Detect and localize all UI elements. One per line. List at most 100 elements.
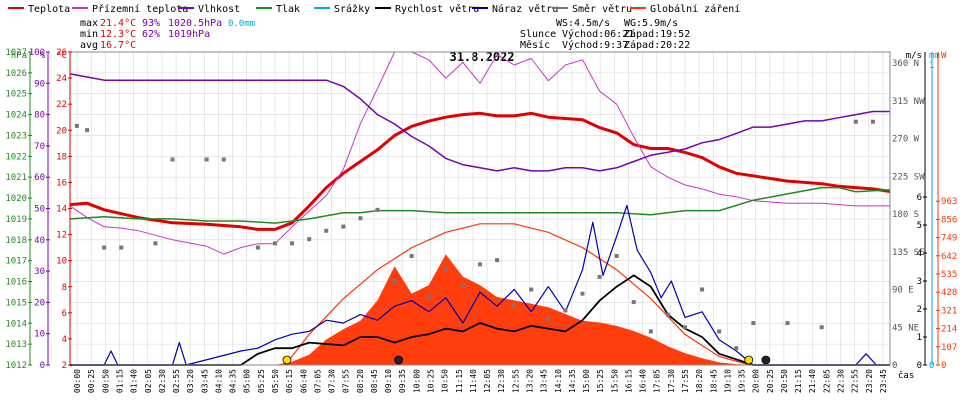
humidity-axis-tick-label: 0 bbox=[40, 361, 45, 371]
info-sunrise: Východ:06:21 bbox=[562, 28, 634, 40]
radiation-axis-tick-label: 214 bbox=[941, 325, 957, 335]
pressure-axis-tick-label: 1016 bbox=[5, 278, 27, 288]
stat-min-hum: 62% bbox=[142, 29, 160, 40]
x-tick-label: 10:00 bbox=[412, 369, 421, 393]
wind-direction-point bbox=[170, 157, 175, 162]
x-tick-label: 14:35 bbox=[568, 369, 577, 393]
stat-min-pres: 1019hPa bbox=[168, 29, 210, 40]
pressure-axis-tick-label: 1015 bbox=[5, 298, 27, 308]
x-tick-label: 04:35 bbox=[229, 369, 238, 393]
direction-axis-tick-label: 225 SW bbox=[892, 172, 925, 182]
wind-axis-unit: m/s bbox=[906, 51, 922, 61]
x-tick-label: 14:10 bbox=[554, 369, 563, 393]
pressure-axis-tick-label: 1027 bbox=[5, 48, 27, 58]
series-rychlost-v-tru bbox=[70, 274, 890, 366]
wind-direction-point bbox=[648, 329, 653, 334]
wind-direction-point bbox=[273, 241, 277, 246]
wind-direction-point bbox=[512, 304, 517, 309]
temperature-axis-tick-label: 2 bbox=[62, 361, 67, 371]
sun-moon-info: WS:4.5m/s WG:5.9m/s Slunce Východ:06:21 … bbox=[520, 18, 690, 51]
x-tick-label: 21:15 bbox=[794, 369, 803, 393]
x-tick-label: 08:20 bbox=[356, 369, 365, 393]
sun-moon-marker bbox=[744, 355, 754, 365]
x-tick-label: 07:05 bbox=[313, 369, 322, 393]
x-tick-label: 12:05 bbox=[483, 369, 492, 393]
legend-label: Směr větru bbox=[572, 3, 632, 15]
x-tick-label: 23:45 bbox=[879, 369, 888, 393]
x-tick-label: 20:25 bbox=[766, 369, 775, 393]
info-sunset: Západ:19:52 bbox=[624, 28, 690, 40]
legend-label: Vlhkost bbox=[198, 4, 240, 15]
x-tick-label: 12:55 bbox=[511, 369, 520, 393]
wind-direction-point bbox=[409, 253, 414, 258]
x-tick-label: 08:45 bbox=[370, 369, 379, 393]
pressure-axis-tick-label: 1018 bbox=[5, 236, 27, 246]
x-tick-label: 04:10 bbox=[214, 369, 223, 393]
info-wg: WG:5.9m/s bbox=[624, 18, 678, 29]
x-tick-label: 18:20 bbox=[695, 369, 704, 393]
stat-max-label: max bbox=[80, 18, 98, 29]
wind-direction-point bbox=[290, 241, 295, 246]
x-tick-label: 17:55 bbox=[681, 369, 690, 393]
humidity-axis-tick-label: 50 bbox=[34, 205, 45, 215]
wind-axis-tick-label: 4 bbox=[917, 249, 922, 259]
x-tick-label: 21:40 bbox=[808, 369, 817, 393]
radiation-axis-tick-label: 749 bbox=[941, 234, 957, 244]
x-tick-label: 18:45 bbox=[709, 369, 718, 393]
x-tick-label: 23:20 bbox=[865, 369, 874, 393]
humidity-axis-tick-label: 70 bbox=[34, 142, 45, 152]
wind-axis-tick-label: 3 bbox=[917, 277, 922, 287]
pressure-axis-tick-label: 1012 bbox=[5, 361, 27, 371]
wind-direction-point bbox=[119, 245, 124, 250]
wind-direction-point bbox=[204, 157, 209, 162]
direction-axis-tick-label: 360 N bbox=[892, 59, 919, 69]
wind-direction-point bbox=[614, 253, 619, 258]
direction-axis-tick-label: 180 S bbox=[892, 210, 919, 220]
stat-avg-label: avg bbox=[80, 40, 98, 51]
direction-axis-tick-label: 45 NE bbox=[892, 323, 919, 333]
temperature-axis-tick-label: 12 bbox=[56, 231, 67, 241]
x-tick-label: 16:15 bbox=[624, 369, 633, 393]
sun-moon-marker bbox=[282, 355, 292, 365]
info-moonrise: Východ:9:37 bbox=[562, 39, 628, 51]
radiation-axis-tick-label: 428 bbox=[941, 288, 957, 298]
wind-direction-point bbox=[255, 245, 260, 250]
wind-direction-point bbox=[460, 283, 465, 288]
info-moon-label: Měsíc bbox=[520, 39, 550, 51]
legend-label: Přízemní teplota bbox=[92, 3, 188, 15]
x-tick-label: 15:00 bbox=[582, 369, 591, 393]
x-tick-label: 10:50 bbox=[441, 369, 450, 393]
temperature-axis-tick-label: 10 bbox=[56, 257, 67, 267]
wind-direction-point bbox=[717, 329, 722, 334]
x-tick-label: 22:30 bbox=[837, 369, 846, 393]
x-tick-label: 22:55 bbox=[851, 369, 860, 393]
humidity-axis-tick-label: 30 bbox=[34, 267, 45, 277]
wind-direction-point bbox=[563, 308, 568, 313]
pressure-axis-tick-label: 1026 bbox=[5, 69, 27, 79]
wind-axis-tick-label: 2 bbox=[917, 305, 922, 315]
direction-axis-tick-label: 315 NW bbox=[892, 97, 925, 107]
stat-max-temp: 21.4°C bbox=[100, 18, 136, 29]
wind-axis-tick-label: 1 bbox=[917, 333, 922, 343]
pressure-axis-tick-label: 1019 bbox=[5, 215, 27, 225]
wind-direction-point bbox=[392, 279, 397, 284]
humidity-axis-tick-label: 90 bbox=[34, 79, 45, 89]
x-tick-label: 01:15 bbox=[115, 369, 124, 393]
chart-title: 31.8.2022 bbox=[449, 50, 514, 64]
humidity-axis-tick-label: 40 bbox=[34, 236, 45, 246]
x-tick-label: 09:35 bbox=[398, 369, 407, 393]
radiation-axis-tick-label: 535 bbox=[941, 270, 957, 280]
wind-direction-point bbox=[358, 216, 363, 221]
wind-direction-point bbox=[85, 128, 90, 133]
temperature-axis-tick-label: 6 bbox=[62, 309, 67, 319]
humidity-axis-tick-label: 20 bbox=[34, 298, 45, 308]
series-tlak bbox=[69, 186, 891, 224]
pressure-axis-tick-label: 1017 bbox=[5, 257, 27, 267]
x-tick-label: 13:20 bbox=[525, 369, 534, 393]
direction-axis-tick-label: 90 E bbox=[892, 286, 914, 296]
stat-min-temp: 12.3°C bbox=[100, 29, 136, 40]
humidity-axis-tick-label: 60 bbox=[34, 173, 45, 183]
x-axis-label: čas bbox=[898, 370, 914, 381]
x-axis: 00:00 00:25 00:50 01:15 01:40 02:05 02:30 02:55… bbox=[73, 369, 888, 393]
